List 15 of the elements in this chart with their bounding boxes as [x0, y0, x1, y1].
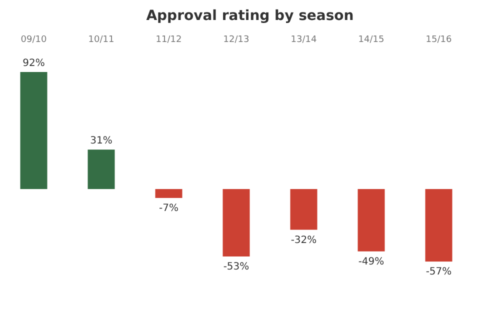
x-tick-label: 11/12	[156, 35, 182, 45]
data-label: -7%	[159, 202, 178, 214]
data-label: -49%	[358, 256, 384, 268]
x-tick-label: 12/13	[223, 35, 250, 45]
data-label: -57%	[426, 266, 452, 278]
data-label: 92%	[22, 58, 45, 69]
x-tick-label: 14/15	[358, 35, 384, 45]
x-tick-label: 15/16	[426, 35, 452, 45]
x-tick-label: 09/10	[20, 35, 47, 45]
x-tick-label: 10/11	[88, 35, 114, 45]
x-tick-label: 13/14	[290, 35, 317, 45]
chart-title: Approval rating by season	[146, 8, 354, 24]
data-label: -32%	[290, 234, 317, 246]
data-label: 31%	[90, 136, 112, 147]
data-label: -53%	[223, 261, 250, 272]
